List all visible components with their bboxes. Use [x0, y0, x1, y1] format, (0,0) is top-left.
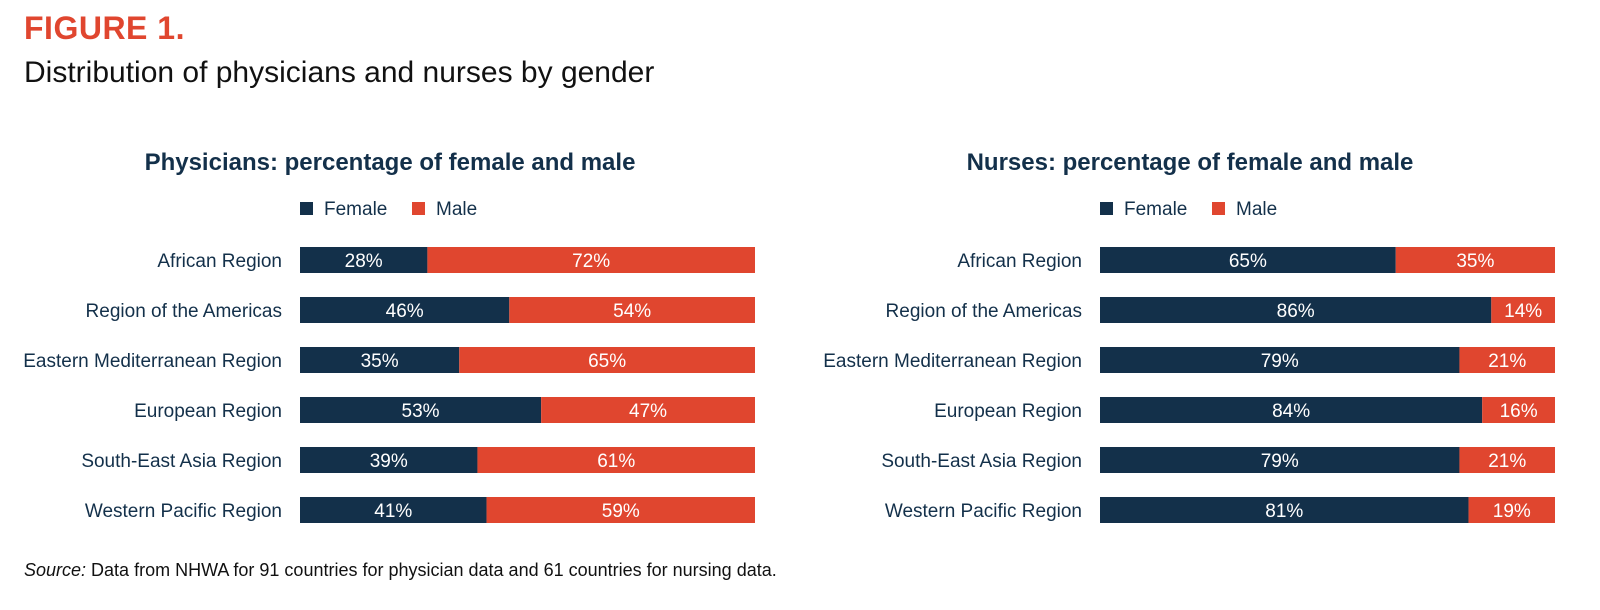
legend-swatch-female [1100, 202, 1113, 215]
category-label: Eastern Mediterranean Region [23, 351, 282, 372]
data-label-female: 39% [370, 451, 408, 472]
data-label-male: 65% [588, 351, 626, 372]
figure-label: FIGURE 1. [24, 10, 185, 46]
bar-male [1482, 397, 1555, 423]
data-label-female: 65% [1229, 251, 1267, 272]
bar-female [300, 247, 428, 273]
data-label-male: 61% [597, 451, 635, 472]
data-label-female: 28% [345, 251, 383, 272]
data-label-female: 79% [1261, 351, 1299, 372]
bar-female [1100, 297, 1492, 323]
category-label: Western Pacific Region [85, 501, 282, 522]
data-label-female: 86% [1277, 301, 1315, 322]
data-label-male: 21% [1488, 451, 1526, 472]
bar-male [1395, 247, 1555, 273]
category-label: Western Pacific Region [885, 501, 1082, 522]
legend-swatch-male [412, 202, 425, 215]
source-note: Source: Data from NHWA for 91 countries … [24, 560, 777, 581]
category-label: African Region [957, 251, 1082, 272]
data-label-male: 54% [613, 301, 651, 322]
nurses-chart: Nurses: percentage of female and male Fem… [800, 140, 1560, 540]
data-label-male: 59% [602, 501, 640, 522]
category-label: Region of the Americas [886, 301, 1082, 322]
bar-male [486, 497, 755, 523]
data-label-female: 53% [402, 401, 440, 422]
source-text: Data from NHWA for 91 countries for phys… [86, 560, 777, 580]
legend-label-male: Male [1236, 199, 1277, 220]
bar-female [300, 397, 542, 423]
category-label: South-East Asia Region [81, 451, 282, 472]
data-label-male: 14% [1504, 301, 1542, 322]
bar-female [300, 347, 460, 373]
physicians-chart-svg: Physicians: percentage of female and mal… [23, 149, 755, 523]
data-label-male: 16% [1500, 401, 1538, 422]
nurses-chart-svg: Nurses: percentage of female and male Fem… [823, 149, 1555, 523]
data-label-female: 46% [386, 301, 424, 322]
data-label-male: 21% [1488, 351, 1526, 372]
bar-male [477, 447, 755, 473]
legend-label-female: Female [324, 199, 387, 220]
category-label: South-East Asia Region [881, 451, 1082, 472]
bar-female [1100, 447, 1460, 473]
bar-female [1100, 347, 1460, 373]
chart-title: Physicians: percentage of female and mal… [145, 149, 636, 176]
category-label: European Region [934, 401, 1082, 422]
data-label-male: 19% [1493, 501, 1531, 522]
bar-male [509, 297, 755, 323]
bar-female [1100, 247, 1396, 273]
data-label-male: 35% [1456, 251, 1494, 272]
bar-male [1491, 297, 1555, 323]
data-label-female: 35% [361, 351, 399, 372]
legend-label-male: Male [436, 199, 477, 220]
category-label: African Region [157, 251, 282, 272]
data-label-female: 41% [374, 501, 412, 522]
category-label: Eastern Mediterranean Region [823, 351, 1082, 372]
bar-male [1459, 447, 1555, 473]
bar-male [541, 397, 755, 423]
bar-female [300, 297, 510, 323]
chart-title: Nurses: percentage of female and male [967, 149, 1414, 176]
data-label-male: 72% [572, 251, 610, 272]
figure-title: Distribution of physicians and nurses by… [24, 56, 655, 89]
bar-male [427, 247, 755, 273]
bar-male [1459, 347, 1555, 373]
bar-female [1100, 397, 1483, 423]
data-label-female: 84% [1272, 401, 1310, 422]
bar-female [300, 497, 487, 523]
legend-swatch-female [300, 202, 313, 215]
data-label-female: 81% [1265, 501, 1303, 522]
category-label: European Region [134, 401, 282, 422]
bar-female [300, 447, 478, 473]
source-label: Source: [24, 560, 87, 580]
data-label-male: 47% [629, 401, 667, 422]
physicians-chart: Physicians: percentage of female and mal… [0, 140, 760, 540]
data-label-female: 79% [1261, 451, 1299, 472]
bar-female [1100, 497, 1469, 523]
bar-male [459, 347, 755, 373]
legend-label-female: Female [1124, 199, 1187, 220]
bar-male [1468, 497, 1555, 523]
legend-swatch-male [1212, 202, 1225, 215]
category-label: Region of the Americas [86, 301, 282, 322]
